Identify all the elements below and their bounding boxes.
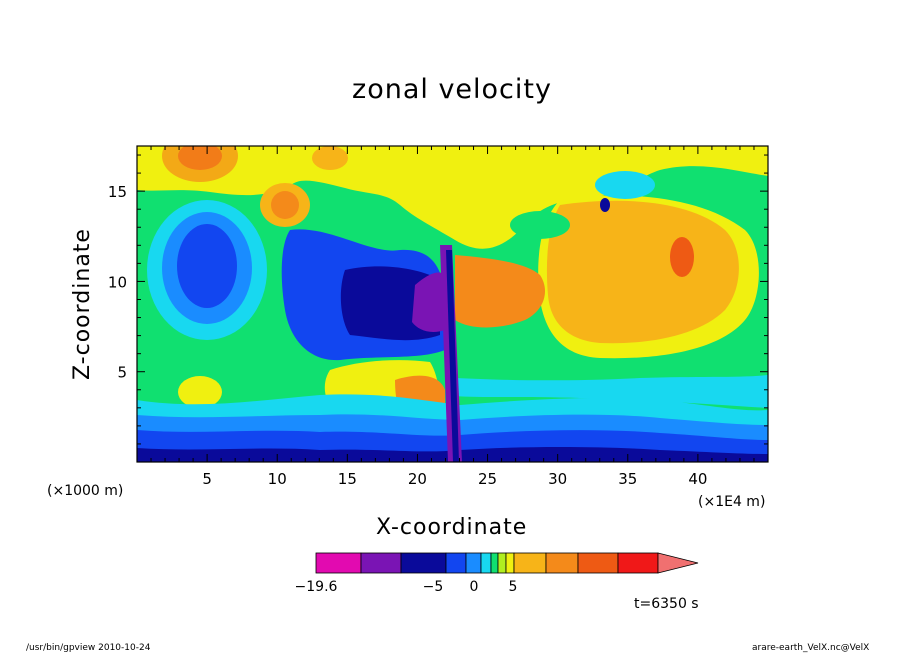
x-tick-label: 15: [338, 470, 357, 488]
colorbar-segment: [490, 552, 499, 574]
colorbar-segment: [465, 552, 482, 574]
x-axis-ticks: 5 10 15 20 25 30 35 40: [150, 146, 755, 488]
chart-title: zonal velocity: [352, 74, 552, 105]
x-units-left: (×1000 m): [47, 483, 124, 499]
colorbar: −19.6 −5 0 5: [295, 552, 699, 595]
colorbar-label: −5: [423, 579, 444, 595]
colorbar-label: 0: [470, 579, 479, 595]
colorbar-segment: [545, 552, 579, 574]
colorbar-arrow: [657, 552, 699, 574]
colorbar-label: −19.6: [295, 579, 338, 595]
colorbar-segment: [497, 552, 507, 574]
colorbar-segment: [513, 552, 547, 574]
x-tick-label: 10: [268, 470, 287, 488]
colorbar-segment: [315, 552, 362, 574]
x-units-right: (×1E4 m): [698, 494, 766, 510]
footer-left: /usr/bin/gpview 2010-10-24: [26, 643, 151, 653]
x-tick-label: 25: [478, 470, 497, 488]
colorbar-segment: [480, 552, 492, 574]
plot-frame: [136, 145, 769, 463]
colorbar-segment: [445, 552, 467, 574]
x-tick-label: 30: [548, 470, 567, 488]
y-tick-label: 10: [108, 273, 127, 291]
contour-field: [137, 146, 768, 462]
colorbar-segment: [505, 552, 515, 574]
y-axis-label: Z-coordinate: [70, 228, 95, 380]
x-tick-label: 5: [202, 470, 212, 488]
y-tick-label: 5: [117, 364, 127, 382]
time-label: t=6350 s: [634, 596, 699, 612]
y-axis-ticks: 5 10 15: [108, 154, 768, 445]
x-axis-label: X-coordinate: [376, 515, 528, 540]
x-tick-label: 35: [618, 470, 637, 488]
x-tick-label: 40: [688, 470, 707, 488]
colorbar-label: 5: [509, 579, 518, 595]
x-tick-label: 20: [408, 470, 427, 488]
colorbar-segment: [360, 552, 402, 574]
colorbar-segment: [400, 552, 447, 574]
footer-right: arare-earth_VelX.nc@VelX: [752, 643, 870, 653]
colorbar-segment: [577, 552, 619, 574]
y-tick-label: 15: [108, 183, 127, 201]
colorbar-segment: [617, 552, 659, 574]
